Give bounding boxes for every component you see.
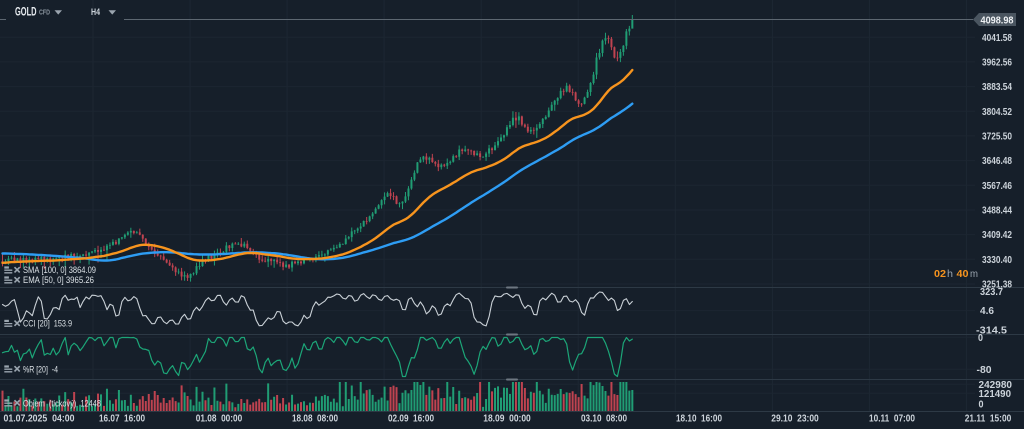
svg-text:10.11 07:00: 10.11 07:00	[869, 413, 915, 425]
svg-text:01.07.2025 04:00: 01.07.2025 04:00	[4, 413, 75, 425]
svg-text:-314.5: -314.5	[976, 324, 1007, 336]
svg-text:02.09 16:00: 02.09 16:00	[388, 413, 434, 425]
svg-text:CFD: CFD	[39, 10, 50, 17]
svg-text:3488.44: 3488.44	[982, 205, 1012, 217]
svg-text:16.07 16:00: 16.07 16:00	[99, 413, 145, 425]
svg-text:EMA [50, 0] 3965.26: EMA [50, 0] 3965.26	[23, 275, 94, 286]
svg-text:40: 40	[957, 268, 969, 280]
svg-text:Objem (tickový) 12448: Objem (tickový) 12448	[23, 399, 101, 410]
svg-text:21.11 15:00: 21.11 15:00	[965, 413, 1012, 425]
svg-text:4098.98: 4098.98	[981, 14, 1014, 26]
svg-text:29.10 23:00: 29.10 23:00	[771, 413, 819, 425]
svg-text:3883.54: 3883.54	[982, 81, 1012, 93]
svg-text:03.10 08:00: 03.10 08:00	[581, 413, 627, 425]
svg-text:H4: H4	[91, 7, 101, 18]
svg-text:3804.52: 3804.52	[982, 106, 1012, 118]
svg-text:3725.50: 3725.50	[982, 131, 1012, 143]
svg-text:3251.38: 3251.38	[982, 279, 1012, 291]
svg-text:h: h	[947, 268, 953, 280]
svg-text:18.09 00:00: 18.09 00:00	[483, 413, 531, 425]
svg-text:242980: 242980	[979, 379, 1013, 391]
svg-text:3646.48: 3646.48	[982, 155, 1012, 167]
svg-text:01.08 00:00: 01.08 00:00	[196, 413, 243, 425]
svg-text:3409.42: 3409.42	[982, 229, 1012, 241]
svg-text:3567.46: 3567.46	[982, 180, 1012, 192]
svg-text:0: 0	[979, 399, 984, 411]
svg-text:18.10 16:00: 18.10 16:00	[676, 413, 722, 425]
svg-text:-80: -80	[977, 364, 992, 376]
svg-text:18.08 08:00: 18.08 08:00	[292, 413, 338, 425]
svg-text:GOLD: GOLD	[15, 6, 37, 18]
svg-text:121490: 121490	[979, 388, 1012, 400]
svg-text:323.7: 323.7	[980, 286, 1003, 298]
svg-text:CCI [20] 153.9: CCI [20] 153.9	[23, 319, 72, 330]
svg-text:SMA [100, 0] 3864.09: SMA [100, 0] 3864.09	[23, 265, 96, 276]
svg-text:4041.58: 4041.58	[982, 32, 1012, 44]
svg-text:0: 0	[978, 332, 983, 344]
svg-text:%R [20] -4: %R [20] -4	[23, 364, 58, 375]
svg-text:02: 02	[934, 268, 946, 280]
svg-text:4.6: 4.6	[980, 305, 994, 317]
svg-text:3330.40: 3330.40	[982, 254, 1012, 266]
svg-text:m: m	[970, 268, 978, 280]
svg-text:3962.56: 3962.56	[982, 56, 1012, 68]
